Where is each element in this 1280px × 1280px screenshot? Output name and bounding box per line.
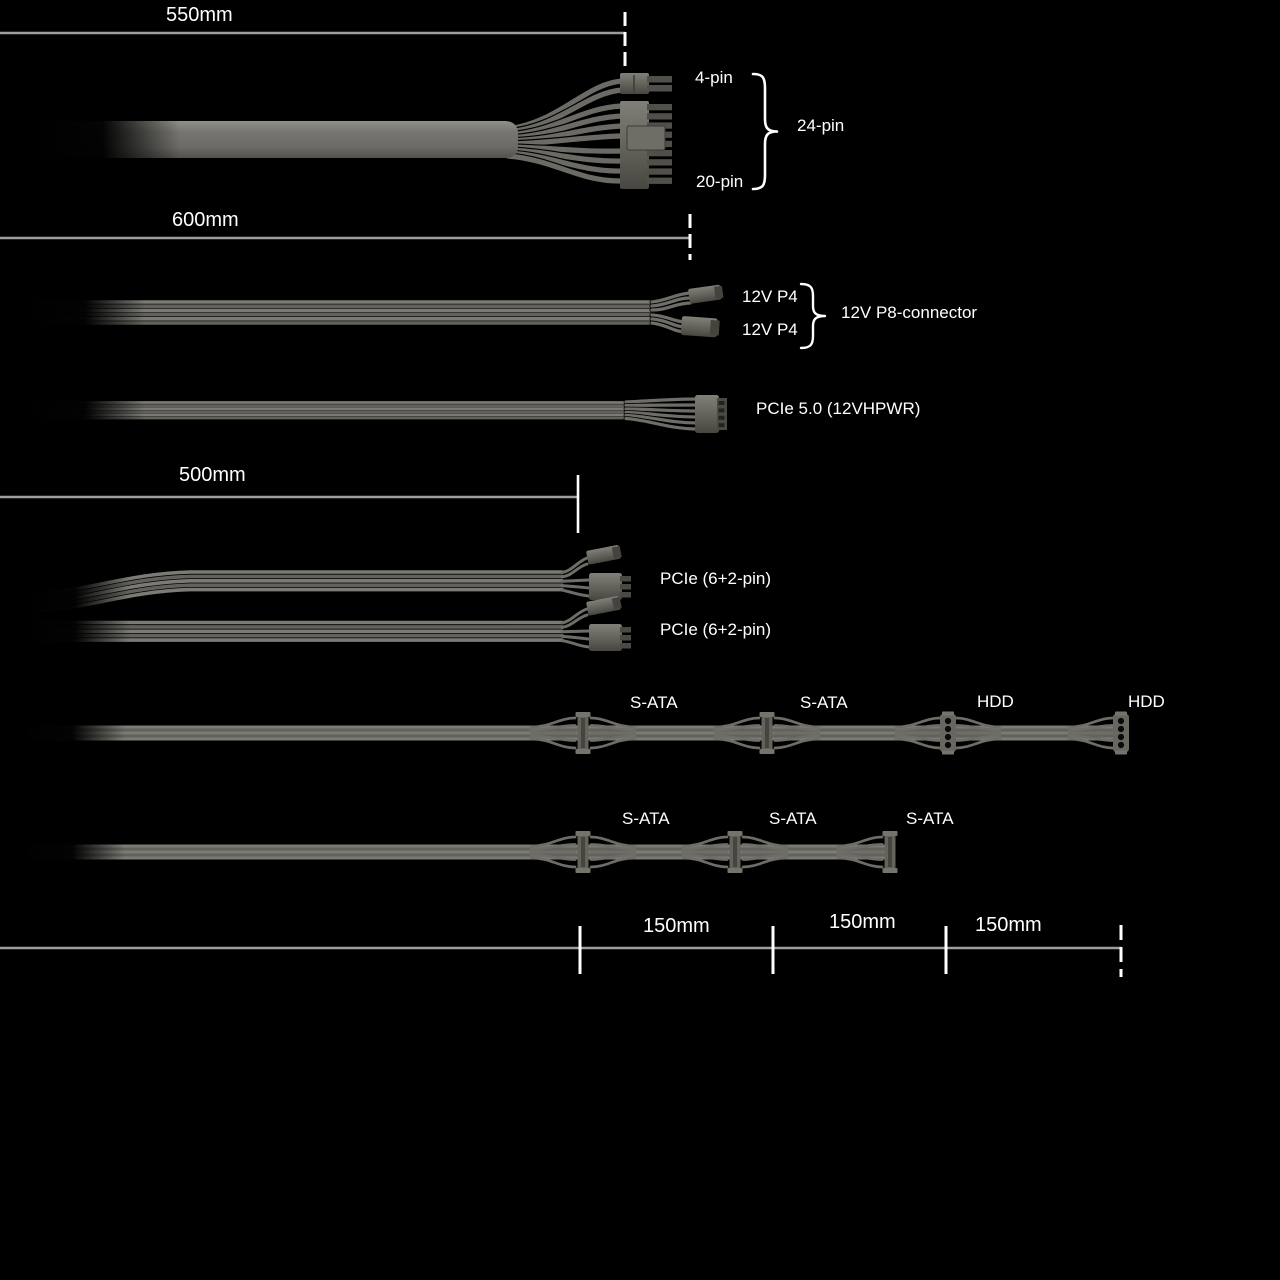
ruler-150 [0,925,1123,977]
eps-p8-label: 12V P8-connector [841,303,978,322]
eps-p4-label-bottom: 12V P4 [742,320,798,339]
atx-24pin-label: 24-pin [797,116,845,135]
atx-20pin-connector [620,101,672,189]
eps-p4-connector-bottom [680,316,720,338]
sata-connector [713,712,821,754]
pcie-6plus2-label-a: PCIe (6+2-pin) [660,569,772,588]
pcie-6plus2-label-b: PCIe (6+2-pin) [660,620,772,639]
atx-20pin-label: 20-pin [696,172,744,191]
chain-a-sata-label-1: S-ATA [630,693,678,712]
cable-fades [20,113,180,864]
hdd-connector [894,711,1002,755]
pcie5-label: PCIe 5.0 (12VHPWR) [756,399,921,418]
ruler-550 [0,12,627,68]
peripheral-chain-a [26,711,1129,755]
chain-a-hdd-label-2: HDD [1128,692,1165,711]
atx-4pin-connector [620,73,672,94]
atx-brace [751,72,779,191]
length-label-150mm-2: 150mm [829,911,896,933]
pcie-2pin-connector-a [586,545,622,565]
chain-b-sata-label-1: S-ATA [622,809,670,828]
chain-a-sata-label-2: S-ATA [800,693,848,712]
eps-p4-connector-top [688,284,724,304]
length-label-550mm: 550mm [166,4,233,26]
ruler-600 [0,214,692,260]
sata-connector [529,831,637,873]
peripheral-chain-b [26,831,898,873]
pcie-2pin-connector-b [586,596,622,616]
eps-cable [33,282,827,350]
atx-4pin-label: 4-pin [695,68,733,87]
sata-connector [681,831,789,873]
hdd-connector-end [1067,711,1129,755]
chain-b-sata-label-2: S-ATA [769,809,817,828]
pcie5-connector [695,395,727,433]
eps-p4-label-top: 12V P4 [742,287,798,306]
sata-connector [529,712,637,754]
length-label-600mm: 600mm [172,209,239,231]
length-label-150mm-1: 150mm [643,915,710,937]
length-label-150mm-3: 150mm [975,914,1042,936]
eps-brace [799,282,827,350]
chain-b-sata-label-3: S-ATA [906,809,954,828]
pcie-6pin-connector-a [589,573,631,600]
length-label-500mm: 500mm [179,464,246,486]
sata-connector-end [836,831,898,873]
pcie-6pin-connector-b [589,624,631,651]
ruler-500 [0,475,580,533]
chain-a-hdd-label-1: HDD [977,692,1014,711]
